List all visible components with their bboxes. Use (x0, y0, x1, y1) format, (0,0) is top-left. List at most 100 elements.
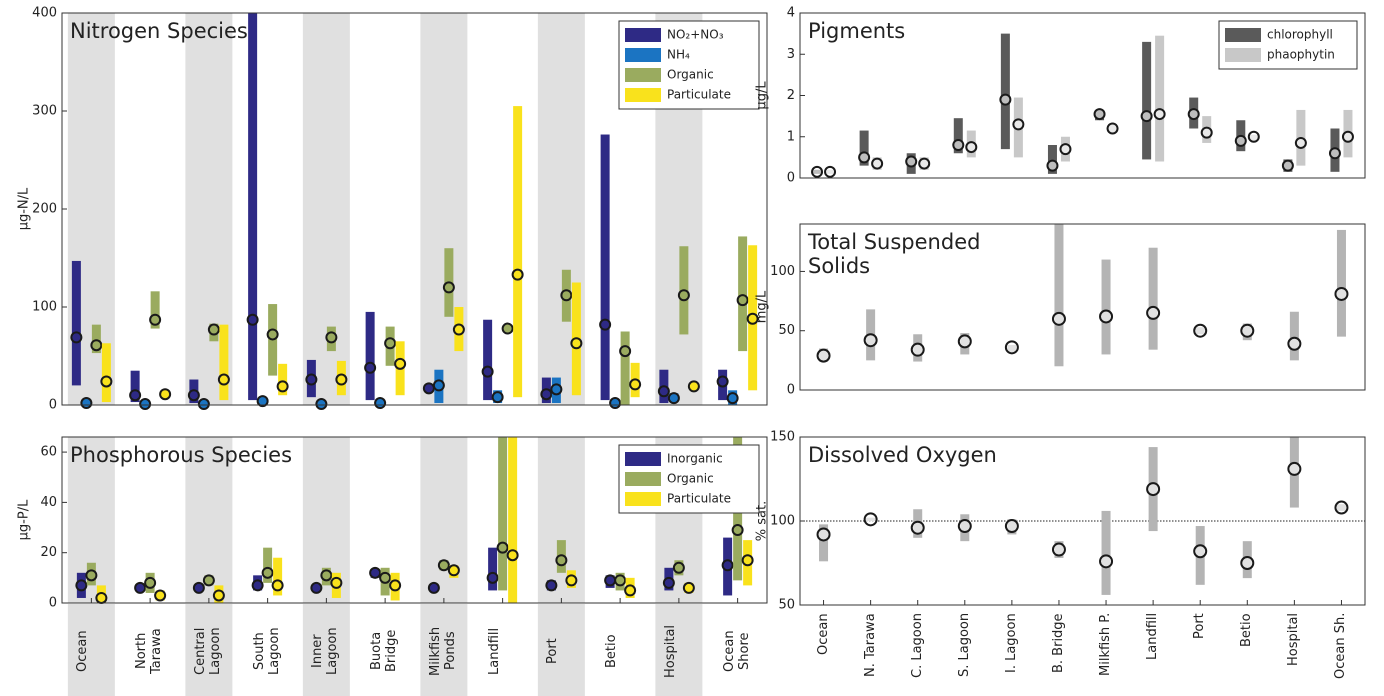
legend-swatch (625, 28, 661, 42)
x-tick-label: Landfill (1145, 613, 1161, 661)
median-marker (811, 165, 824, 178)
x-tick-label: Milkfish Ponds (427, 626, 458, 676)
median-marker (545, 579, 558, 592)
range-bar (819, 524, 829, 562)
y-tick-label: 3 (787, 47, 795, 62)
range-bar (1336, 229, 1346, 337)
median-marker (667, 392, 680, 405)
median-marker (379, 571, 392, 584)
median-marker (95, 591, 108, 604)
axes-frame (799, 223, 1366, 391)
y-tick-label: 100 (770, 264, 795, 279)
median-marker (1093, 108, 1106, 121)
median-marker (918, 157, 931, 170)
median-marker (1140, 110, 1153, 123)
x-tick-label: Inner Lagoon (310, 627, 341, 675)
median-marker (682, 581, 695, 594)
median-marker (726, 392, 739, 405)
y-tick-label: 100 (770, 514, 795, 529)
y-axis-label: μg/L (755, 81, 770, 110)
y-tick-label: 0 (49, 398, 57, 413)
median-marker (447, 564, 460, 577)
y-axis-label: mg/L (755, 290, 770, 323)
x-tick-label: N. Tarawa (862, 613, 878, 677)
range-bar (101, 343, 111, 403)
panel-title: Total Suspended Solids (808, 230, 981, 278)
range-bar (219, 324, 229, 401)
range-bar (1142, 41, 1152, 160)
legend-swatch (625, 472, 661, 486)
legend-label: NH₄ (667, 48, 690, 62)
x-tick-label: Ocean Shore (721, 630, 752, 672)
median-marker (374, 397, 387, 410)
median-marker (325, 331, 338, 344)
band-shade (302, 13, 350, 405)
median-marker (677, 289, 690, 302)
median-marker (1099, 309, 1114, 324)
axes-frame (61, 436, 768, 604)
range-bar (273, 557, 283, 596)
median-marker (129, 389, 142, 402)
median-marker (506, 549, 519, 562)
y-tick-label: 50 (778, 323, 795, 338)
y-tick-label: 0 (787, 383, 795, 398)
x-tick-label: Central Lagoon (192, 627, 223, 675)
band-shade (302, 604, 350, 696)
median-marker (1106, 122, 1119, 135)
range-bar (1155, 35, 1165, 162)
y-tick-label: 40 (40, 495, 57, 510)
x-tick-label: Betio (1239, 613, 1255, 647)
range-bar (1054, 224, 1064, 367)
median-marker (335, 373, 348, 386)
median-marker (187, 389, 200, 402)
x-tick-label: C. Lagoon (909, 613, 925, 678)
range-bar (859, 130, 869, 166)
median-marker (816, 527, 831, 542)
median-marker (452, 323, 465, 336)
range-bar (248, 13, 258, 401)
median-marker (672, 561, 685, 574)
legend-label: chlorophyll (1267, 28, 1333, 42)
panel-title: Pigments (808, 19, 906, 43)
median-marker (1187, 108, 1200, 121)
x-tick-label: Port (545, 638, 561, 664)
y-tick-label: 20 (40, 545, 57, 560)
x-tick-label: North Tarawa (134, 628, 165, 674)
median-marker (999, 93, 1012, 106)
y-axis-label: μg-N/L (17, 187, 32, 230)
median-marker (570, 337, 583, 350)
legend-swatch (625, 88, 661, 102)
median-marker (134, 581, 147, 594)
median-marker (619, 345, 632, 358)
y-tick-label: 100 (32, 300, 57, 315)
x-tick-label: B. Bridge (1050, 613, 1066, 673)
band-shade (67, 604, 115, 696)
range-bar (1101, 259, 1111, 355)
median-marker (85, 569, 98, 582)
y-tick-label: 0 (787, 171, 795, 186)
y-tick-label: 1 (787, 129, 795, 144)
median-marker (422, 382, 435, 395)
panel-title: Nitrogen Species (70, 19, 248, 43)
median-marker (1051, 311, 1066, 326)
band-shade (537, 437, 585, 603)
median-marker (565, 574, 578, 587)
range-bar (513, 106, 523, 398)
range-bar (488, 547, 498, 591)
median-marker (905, 155, 918, 168)
median-marker (721, 559, 734, 572)
legend-label: Inorganic (667, 452, 723, 466)
range-bar (1101, 510, 1111, 595)
x-tick-label: Hospital (662, 624, 678, 678)
range-bar (498, 437, 508, 591)
median-marker (256, 395, 269, 408)
median-marker (540, 388, 553, 401)
y-tick-label: 150 (770, 430, 795, 445)
median-marker (432, 379, 445, 392)
x-tick-label: Betio (604, 634, 620, 668)
median-marker (957, 519, 972, 534)
median-marker (1240, 323, 1255, 338)
median-marker (320, 569, 333, 582)
band-shade (655, 604, 703, 696)
